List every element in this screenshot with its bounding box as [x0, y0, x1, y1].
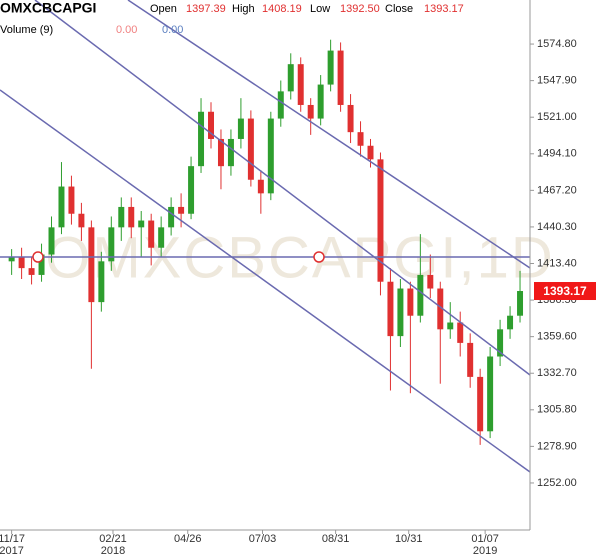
- candle-body: [427, 274, 434, 289]
- candle-body: [487, 356, 494, 432]
- x-tick-label: 02/21: [99, 533, 127, 545]
- y-tick-label: 1440.30: [537, 221, 577, 233]
- candle-body: [88, 227, 95, 303]
- price-label: 1393.17: [543, 284, 587, 298]
- candle-body: [138, 220, 145, 228]
- candle-body: [267, 118, 274, 194]
- watermark: OMXCBCAPGI,1D: [45, 225, 554, 290]
- candle-body: [477, 376, 484, 432]
- trend-lines: [0, 0, 531, 473]
- candle-body: [287, 64, 294, 92]
- trend-line: [127, 0, 531, 269]
- x-tick-label: 10/31: [395, 533, 423, 545]
- candle-body: [227, 138, 234, 167]
- candle-body: [198, 111, 205, 167]
- trend-line: [34, 0, 531, 376]
- quote-value: 1393.17: [424, 3, 464, 15]
- candle-body: [68, 186, 75, 214]
- candle-body: [118, 206, 125, 228]
- x-tick-label: 11/17: [0, 533, 25, 545]
- candle-body: [447, 322, 454, 330]
- volume-value: 0.00: [162, 24, 183, 36]
- candle-body: [277, 91, 284, 119]
- candle-body: [148, 220, 155, 248]
- y-tick-label: 1332.70: [537, 367, 577, 379]
- candle-body: [8, 257, 15, 262]
- candle-body: [98, 261, 105, 303]
- y-tick-label: 1305.80: [537, 404, 577, 416]
- candle-body: [217, 138, 224, 167]
- candle-body: [437, 288, 444, 330]
- x-tick-year: 2019: [473, 545, 497, 557]
- candle-body: [417, 274, 424, 316]
- quote-label: Open: [150, 3, 177, 15]
- x-tick-year: 2017: [0, 545, 24, 557]
- candle-body: [78, 213, 85, 228]
- candle-body: [257, 179, 264, 194]
- volume-label: Volume (9): [0, 24, 53, 36]
- candle-body: [507, 315, 514, 330]
- x-tick-label: 07/03: [249, 533, 277, 545]
- candle-body: [188, 166, 195, 214]
- quote-label: Low: [310, 3, 330, 15]
- y-tick-label: 1521.00: [537, 111, 577, 123]
- x-tick-label: 04/26: [174, 533, 202, 545]
- candle-body: [208, 111, 214, 139]
- candle-body: [337, 50, 344, 105]
- candle-body: [467, 342, 474, 377]
- quote-value: 1408.19: [262, 3, 302, 15]
- candle-body: [297, 64, 304, 105]
- candle-body: [18, 257, 25, 269]
- candle-body: [38, 254, 45, 275]
- price-label-box: [534, 282, 596, 301]
- candle-body: [327, 50, 334, 85]
- x-tick-label: 08/31: [322, 533, 350, 545]
- candle-body: [247, 118, 254, 180]
- quote-header: Open 1397.39 High 1408.19 Low 1392.50 Close 139…: [116, 3, 464, 36]
- candle-body: [407, 288, 414, 316]
- y-tick-label: 1467.20: [537, 184, 577, 196]
- candle-body: [497, 329, 504, 357]
- candle-body: [357, 132, 364, 146]
- candle-body: [347, 104, 354, 133]
- x-tick-label: 01/07: [471, 533, 499, 545]
- candle-body: [377, 159, 384, 282]
- candle-body: [517, 291, 524, 316]
- quote-value: 1392.50: [340, 3, 380, 15]
- line-handle: [32, 251, 44, 263]
- x-tick-year: 2018: [101, 545, 125, 557]
- candle-body: [28, 268, 35, 275]
- y-tick-label: 1547.90: [537, 75, 577, 87]
- y-tick-label: 1413.40: [537, 257, 577, 269]
- line-handle: [313, 251, 325, 263]
- candle-body: [317, 84, 324, 119]
- y-tick-label: 1574.80: [537, 38, 577, 50]
- candle-body: [48, 227, 55, 255]
- y-tick-label: 1359.60: [537, 331, 577, 343]
- trend-line: [0, 89, 531, 473]
- symbol: OMXCBCAPGI: [0, 0, 96, 16]
- candle-body: [367, 145, 374, 160]
- candle-body: [128, 206, 135, 228]
- candle-body: [387, 281, 394, 337]
- candle-body: [158, 227, 165, 248]
- y-tick-label: 1252.00: [537, 477, 577, 489]
- candle-body: [178, 206, 185, 214]
- candle-body: [457, 322, 464, 343]
- candle-body: [397, 288, 404, 337]
- y-tick-label: 1278.90: [537, 440, 577, 452]
- volume-value: 0.00: [116, 24, 137, 36]
- quote-value: 1397.39: [186, 3, 226, 15]
- plot-area: [8, 39, 524, 445]
- candle-body: [237, 118, 244, 139]
- quote-label: High: [232, 3, 255, 15]
- candle-body: [58, 186, 65, 228]
- candle-body: [168, 206, 175, 228]
- candle-body: [108, 227, 115, 262]
- y-tick-label: 1494.10: [537, 148, 577, 160]
- candle-body: [307, 104, 314, 119]
- quote-label: Close: [385, 3, 413, 15]
